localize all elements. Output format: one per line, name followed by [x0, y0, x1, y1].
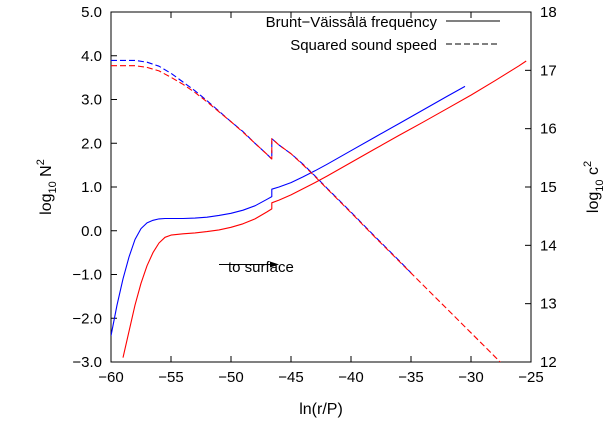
legend-label-0: Brunt−Väissälä frequency	[266, 14, 438, 31]
right-axis-title-sub: 10	[594, 179, 606, 191]
right-tick-label: 14	[540, 237, 557, 254]
left-axis-ticks: −3.0 −2.0 −1.0 0.0 1.0 2.0 3.0 4.0 5.0	[72, 4, 117, 371]
right-tick-label: 13	[540, 296, 557, 313]
right-axis-title-sup: 2	[582, 161, 594, 167]
x-tick-label: −60	[98, 369, 123, 386]
annotation-text: to surface	[228, 259, 294, 276]
x-tick-label: −55	[158, 369, 183, 386]
right-axis-title-main: c	[585, 167, 602, 179]
x-tick-label: −25	[518, 369, 543, 386]
series-blue-dashed-line	[111, 59, 412, 274]
x-tick-label: −40	[338, 369, 363, 386]
left-tick-label: 5.0	[81, 4, 102, 21]
left-axis-title-sub: 10	[47, 181, 59, 193]
left-tick-label: 2.0	[81, 135, 102, 152]
left-axis-title-main: N	[38, 165, 55, 181]
series-red-dashed-line	[111, 65, 502, 362]
left-axis-title-base: log	[38, 194, 55, 215]
annotation-arrowhead	[270, 261, 279, 268]
left-tick-label: −1.0	[72, 267, 102, 284]
x-tick-label: −30	[458, 369, 483, 386]
right-tick-label: 17	[540, 62, 557, 79]
left-tick-label: 4.0	[81, 48, 102, 65]
left-tick-label: −2.0	[72, 310, 102, 327]
left-tick-label: −3.0	[72, 354, 102, 371]
x-axis-title: ln(r/P)	[299, 401, 343, 418]
series-red-solid-line	[122, 60, 527, 358]
right-tick-label: 12	[540, 354, 557, 371]
right-tick-label: 18	[540, 4, 557, 21]
legend-label-1: Squared sound speed	[290, 37, 437, 54]
right-tick-label: 16	[540, 121, 557, 138]
right-axis-title-base: log	[585, 192, 602, 213]
x-tick-label: −45	[278, 369, 303, 386]
plot-frame	[110, 11, 532, 363]
left-axis-title-sup: 2	[35, 159, 47, 165]
left-tick-label: 1.0	[81, 179, 102, 196]
right-tick-label: 15	[540, 179, 557, 196]
right-axis-ticks: 12 13 14 15 16 17 18	[525, 4, 557, 371]
series-blue-solid-line	[111, 85, 466, 336]
left-tick-label: 3.0	[81, 92, 102, 109]
left-tick-label: 0.0	[81, 223, 102, 240]
right-axis-title: log10 c2	[582, 161, 606, 213]
legend: Brunt−Väissälä frequency Squared sound s…	[266, 14, 500, 54]
series-layer	[111, 59, 527, 362]
annotation: to surface	[219, 259, 294, 276]
x-tick-label: −35	[398, 369, 423, 386]
x-tick-label: −50	[218, 369, 243, 386]
x-axis-ticks: −60 −55 −50 −45 −40 −35 −30 −25	[98, 12, 544, 386]
left-axis-title: log10 N2	[35, 159, 59, 215]
